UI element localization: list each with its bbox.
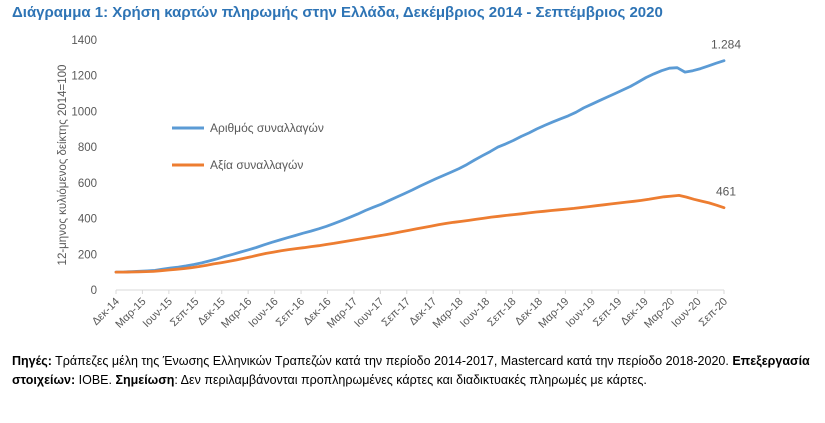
x-tick-label: Ιουν-18 <box>458 296 492 330</box>
x-tick-label: Σεπ-16 <box>274 296 307 329</box>
series-lines <box>114 59 726 274</box>
x-tick-label: Σεπ-15 <box>168 296 201 329</box>
y-tick-label: 1000 <box>71 106 97 118</box>
chart-title: Διάγραμμα 1: Χρήση καρτών πληρωμής στην … <box>12 4 663 21</box>
x-tick-label: Ιουν-16 <box>246 296 280 330</box>
legend-label-1: Αριθμός συναλλαγών <box>210 121 324 135</box>
x-axis-ticks: Δεκ-14Μαρ-15Ιουν-15Σεπ-15Δεκ-15Μαρ-16Ιου… <box>90 290 730 331</box>
end-labels: 1.284 461 <box>711 38 741 199</box>
x-tick-label: Σεπ-20 <box>697 296 730 329</box>
footnote: Πηγές: Τράπεζες μέλη της Ένωσης Ελληνικώ… <box>12 352 812 390</box>
series-line-1 <box>114 59 726 274</box>
x-tick-label: Ιουν-15 <box>141 296 175 330</box>
note-label: Σημείωση <box>115 373 175 387</box>
legend-label-2: Αξία συναλλαγών <box>210 158 303 172</box>
x-tick-label: Σεπ-19 <box>591 296 624 329</box>
processing-label: Επεξεργασία στοιχείων: <box>12 354 810 387</box>
y-tick-label: 600 <box>78 178 97 190</box>
x-tick-label: Ιουν-17 <box>352 296 386 330</box>
x-tick-label: Σεπ-18 <box>485 296 518 329</box>
sources-label: Πηγές: <box>12 354 52 368</box>
legend: Αριθμός συναλλαγών Αξία συναλλαγών <box>172 121 324 172</box>
y-tick-label: 800 <box>78 142 97 154</box>
line-chart: 12-μηνος κυλιόμενος δείκτης 2014=100 0 20… <box>57 35 741 331</box>
x-tick-label: Ιουν-20 <box>669 296 703 330</box>
note-text: : Δεν περιλαμβάνονται προπληρωμένες κάρτ… <box>174 373 647 387</box>
series-line-2 <box>114 194 726 274</box>
x-tick-label: Σεπ-17 <box>380 296 413 329</box>
y-tick-label: 200 <box>78 249 97 261</box>
x-tick-label: Ιουν-19 <box>564 296 598 330</box>
y-axis-label: 12-μηνος κυλιόμενος δείκτης 2014=100 <box>57 65 69 266</box>
y-tick-label: 400 <box>78 214 97 226</box>
series-end-label-2: 461 <box>716 185 736 199</box>
y-tick-label: 1200 <box>71 71 97 83</box>
sources-text: Τράπεζες μέλη της Ένωσης Ελληνικών Τραπε… <box>51 354 729 368</box>
y-tick-label: 0 <box>91 285 97 297</box>
series-end-label-1: 1.284 <box>711 38 741 52</box>
processing-text: ΙΟΒΕ. <box>75 373 112 387</box>
y-axis-ticks: 0 200 400 600 800 1000 1200 1400 <box>71 35 97 297</box>
y-tick-label: 1400 <box>71 35 97 47</box>
